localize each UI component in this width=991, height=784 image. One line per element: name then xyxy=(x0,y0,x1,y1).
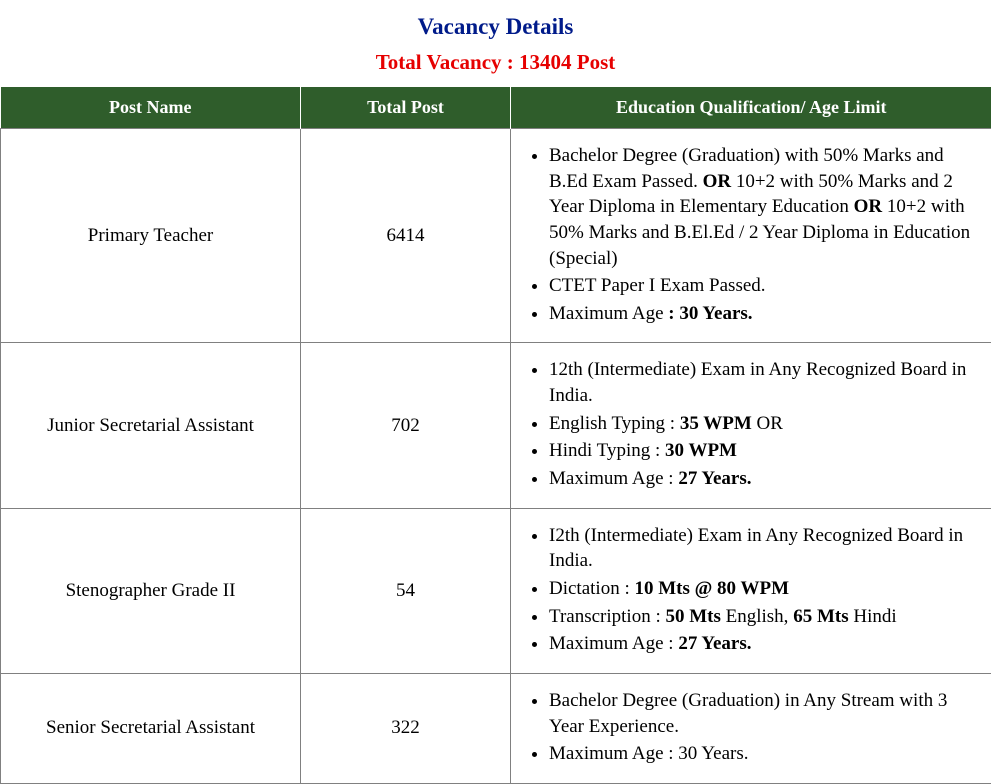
text-segment: I2th (Intermediate) Exam in Any Recogniz… xyxy=(549,525,963,572)
qualification-list: Bachelor Degree (Graduation) with 50% Ma… xyxy=(521,143,981,326)
col-qualification: Education Qualification/ Age Limit xyxy=(511,87,991,129)
text-segment: 35 WPM xyxy=(680,413,752,434)
page-title: Vacancy Details xyxy=(0,14,991,40)
qualification-list: I2th (Intermediate) Exam in Any Recogniz… xyxy=(521,523,981,657)
table-row: Stenographer Grade II54 I2th (Intermediat… xyxy=(1,508,991,673)
qualification-item: English Typing : 35 WPM OR xyxy=(549,411,981,437)
cell-qualification: Bachelor Degree (Graduation) with 50% Ma… xyxy=(511,129,991,343)
qualification-item: Transcription : 50 Mts English, 65 Mts H… xyxy=(549,604,981,630)
page-subtitle: Total Vacancy : 13404 Post xyxy=(0,50,991,75)
qualification-item: Maximum Age : 27 Years. xyxy=(549,631,981,657)
qualification-item: 12th (Intermediate) Exam in Any Recogniz… xyxy=(549,357,981,408)
qualification-item: Maximum Age : 30 Years. xyxy=(549,301,981,327)
text-segment: 65 Mts xyxy=(793,606,848,627)
qualification-list: 12th (Intermediate) Exam in Any Recogniz… xyxy=(521,357,981,491)
table-row: Primary Teacher6414 Bachelor Degree (Grad… xyxy=(1,129,991,343)
text-segment: 50 Mts xyxy=(665,606,720,627)
text-segment: 10 Mts @ 80 WPM xyxy=(634,578,789,599)
text-segment: : 30 Years. xyxy=(668,303,752,324)
cell-post-name: Junior Secretarial Assistant xyxy=(1,343,301,508)
table-head: Post Name Total Post Education Qualifica… xyxy=(1,87,991,129)
text-segment: Maximum Age : xyxy=(549,633,678,654)
text-segment: Maximum Age xyxy=(549,303,668,324)
cell-total-post: 54 xyxy=(301,508,511,673)
cell-total-post: 6414 xyxy=(301,129,511,343)
qualification-list: Bachelor Degree (Graduation) in Any Stre… xyxy=(521,688,981,767)
text-segment: Maximum Age : 30 Years. xyxy=(549,743,749,764)
text-segment: 27 Years. xyxy=(678,468,751,489)
cell-qualification: I2th (Intermediate) Exam in Any Recogniz… xyxy=(511,508,991,673)
col-post-name: Post Name xyxy=(1,87,301,129)
qualification-item: Bachelor Degree (Graduation) in Any Stre… xyxy=(549,688,981,739)
text-segment: OR xyxy=(752,413,783,434)
cell-post-name: Primary Teacher xyxy=(1,129,301,343)
qualification-item: Maximum Age : 30 Years. xyxy=(549,741,981,767)
text-segment: OR xyxy=(854,196,883,217)
table-body: Primary Teacher6414 Bachelor Degree (Grad… xyxy=(1,129,991,784)
qualification-item: Hindi Typing : 30 WPM xyxy=(549,438,981,464)
qualification-item: I2th (Intermediate) Exam in Any Recogniz… xyxy=(549,523,981,574)
text-segment: CTET Paper I Exam Passed. xyxy=(549,275,766,296)
text-segment: English Typing : xyxy=(549,413,680,434)
page: Vacancy Details Total Vacancy : 13404 Po… xyxy=(0,14,991,784)
qualification-item: Dictation : 10 Mts @ 80 WPM xyxy=(549,576,981,602)
text-segment: 30 WPM xyxy=(665,440,737,461)
text-segment: Maximum Age : xyxy=(549,468,678,489)
qualification-item: CTET Paper I Exam Passed. xyxy=(549,273,981,299)
text-segment: Hindi Typing : xyxy=(549,440,665,461)
vacancy-table: Post Name Total Post Education Qualifica… xyxy=(0,87,991,784)
col-total-post: Total Post xyxy=(301,87,511,129)
text-segment: Hindi xyxy=(849,606,897,627)
cell-post-name: Stenographer Grade II xyxy=(1,508,301,673)
text-segment: OR xyxy=(703,171,732,192)
table-row: Junior Secretarial Assistant702 12th (Int… xyxy=(1,343,991,508)
text-segment: Bachelor Degree (Graduation) in Any Stre… xyxy=(549,690,947,737)
text-segment: English, xyxy=(721,606,793,627)
cell-qualification: 12th (Intermediate) Exam in Any Recogniz… xyxy=(511,343,991,508)
text-segment: Dictation : xyxy=(549,578,634,599)
text-segment: Transcription : xyxy=(549,606,665,627)
qualification-item: Bachelor Degree (Graduation) with 50% Ma… xyxy=(549,143,981,271)
qualification-item: Maximum Age : 27 Years. xyxy=(549,466,981,492)
text-segment: 12th (Intermediate) Exam in Any Recogniz… xyxy=(549,359,966,406)
text-segment: 27 Years. xyxy=(678,633,751,654)
cell-total-post: 702 xyxy=(301,343,511,508)
